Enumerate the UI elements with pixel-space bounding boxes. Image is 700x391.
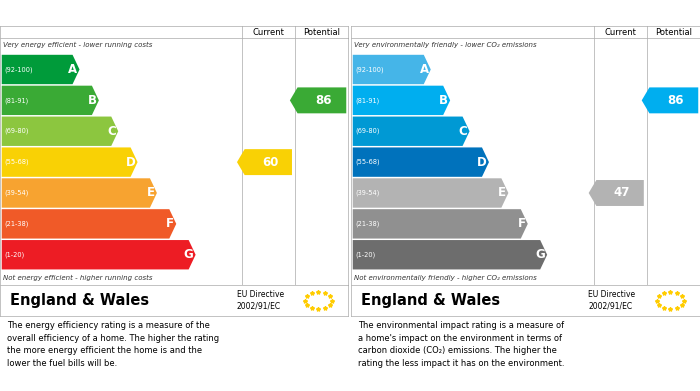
Text: (1-20): (1-20)	[355, 251, 375, 258]
Text: G: G	[536, 248, 545, 261]
Text: (55-68): (55-68)	[4, 159, 29, 165]
Text: E: E	[498, 187, 506, 199]
Text: G: G	[184, 248, 193, 261]
Text: F: F	[518, 217, 526, 230]
Text: The environmental impact rating is a measure of
a home's impact on the environme: The environmental impact rating is a mea…	[358, 321, 564, 368]
Text: (92-100): (92-100)	[355, 66, 384, 73]
Text: Energy Efficiency Rating: Energy Efficiency Rating	[7, 8, 160, 18]
Polygon shape	[353, 86, 450, 115]
Text: Not environmentally friendly - higher CO₂ emissions: Not environmentally friendly - higher CO…	[354, 275, 537, 281]
Text: 60: 60	[262, 156, 278, 169]
Text: EU Directive
2002/91/EC: EU Directive 2002/91/EC	[237, 290, 284, 311]
Text: Current: Current	[604, 28, 636, 37]
Text: B: B	[88, 94, 97, 107]
Polygon shape	[1, 117, 118, 146]
Text: A: A	[419, 63, 428, 76]
Text: Very environmentally friendly - lower CO₂ emissions: Very environmentally friendly - lower CO…	[354, 42, 537, 48]
Text: C: C	[458, 125, 468, 138]
Polygon shape	[353, 209, 528, 239]
Polygon shape	[1, 209, 176, 239]
Text: 86: 86	[316, 94, 332, 107]
Text: C: C	[107, 125, 116, 138]
Text: B: B	[439, 94, 448, 107]
Text: D: D	[126, 156, 136, 169]
Text: EU Directive
2002/91/EC: EU Directive 2002/91/EC	[588, 290, 636, 311]
Text: (21-38): (21-38)	[4, 221, 29, 227]
Text: England & Wales: England & Wales	[361, 293, 500, 308]
Text: F: F	[166, 217, 174, 230]
Text: Current: Current	[253, 28, 284, 37]
Polygon shape	[290, 88, 346, 113]
Text: 86: 86	[667, 94, 684, 107]
Text: A: A	[69, 63, 78, 76]
Polygon shape	[1, 178, 157, 208]
Text: (69-80): (69-80)	[4, 128, 29, 135]
Text: Potential: Potential	[303, 28, 340, 37]
Text: (1-20): (1-20)	[4, 251, 25, 258]
Text: Environmental Impact (CO₂) Rating: Environmental Impact (CO₂) Rating	[358, 8, 577, 18]
Polygon shape	[642, 88, 699, 113]
Polygon shape	[1, 240, 195, 269]
Polygon shape	[589, 180, 644, 206]
Text: (81-91): (81-91)	[355, 97, 379, 104]
Polygon shape	[237, 149, 292, 175]
Polygon shape	[1, 147, 138, 177]
Text: Not energy efficient - higher running costs: Not energy efficient - higher running co…	[4, 275, 153, 281]
Text: (69-80): (69-80)	[355, 128, 379, 135]
Text: Very energy efficient - lower running costs: Very energy efficient - lower running co…	[4, 42, 153, 48]
Polygon shape	[353, 240, 547, 269]
Text: England & Wales: England & Wales	[10, 293, 150, 308]
Text: (92-100): (92-100)	[4, 66, 33, 73]
Text: (81-91): (81-91)	[4, 97, 29, 104]
Text: (39-54): (39-54)	[4, 190, 29, 196]
Text: E: E	[147, 187, 155, 199]
Text: D: D	[477, 156, 487, 169]
Text: Potential: Potential	[654, 28, 692, 37]
Text: 47: 47	[614, 187, 630, 199]
Polygon shape	[353, 147, 489, 177]
Text: (55-68): (55-68)	[355, 159, 380, 165]
Text: (21-38): (21-38)	[355, 221, 379, 227]
Text: The energy efficiency rating is a measure of the
overall efficiency of a home. T: The energy efficiency rating is a measur…	[7, 321, 219, 368]
Polygon shape	[353, 55, 430, 84]
Text: (39-54): (39-54)	[355, 190, 379, 196]
Polygon shape	[1, 86, 99, 115]
Polygon shape	[1, 55, 80, 84]
Polygon shape	[353, 178, 508, 208]
Polygon shape	[353, 117, 470, 146]
